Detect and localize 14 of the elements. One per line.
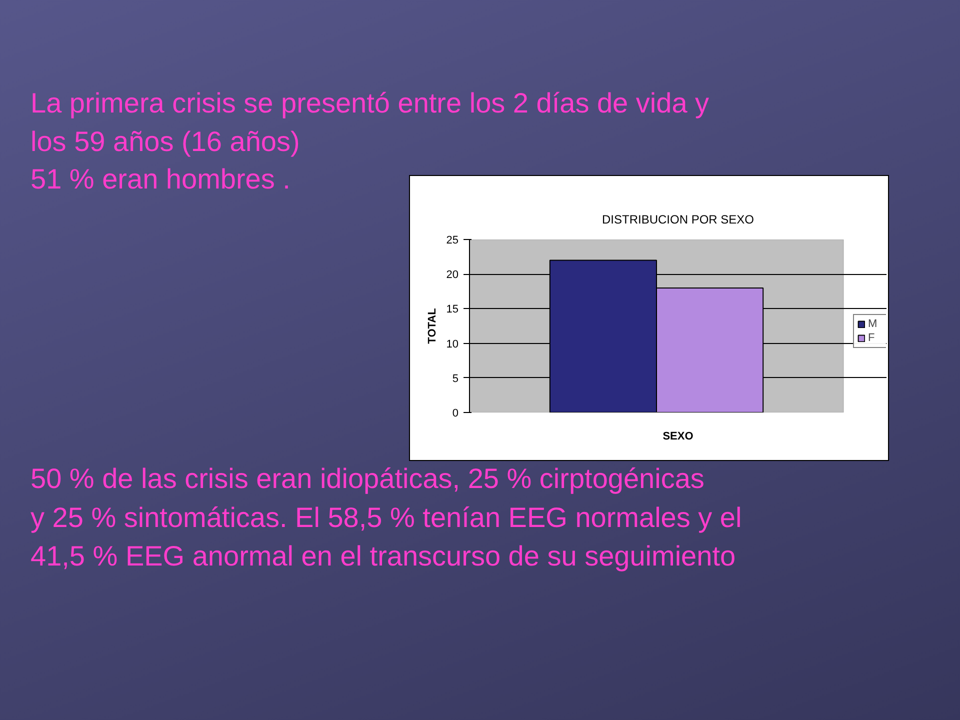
text: La primera crisis se presentó entre los 2 días de vida y los 59 años (16 años) <box>30 87 710 157</box>
y-tick-label: 20 <box>446 269 459 282</box>
text: 50 % de las crisis eran idiopáticas, 25 % cirptogénicas y 25 % sintomáticas. El 58,5 % tenían EEG normales y el 41,5 % EEG anormal en el transcurso de su seguimiento <box>30 463 742 572</box>
legend-label: M <box>868 318 878 330</box>
y-tick-label: 10 <box>446 338 459 350</box>
text: 51 % eran hombres . <box>30 164 290 194</box>
x-axis-title: SEXO <box>662 430 694 442</box>
chart-title: DISTRIBUCION POR SEXO <box>602 212 754 226</box>
y-tick-label: 25 <box>446 234 459 246</box>
y-axis-title: TOTAL <box>426 308 438 344</box>
y-tick-label: 0 <box>452 408 459 420</box>
y-tick-label: 15 <box>446 304 459 316</box>
y-tick-label: 5 <box>452 372 459 385</box>
legend-label: F <box>868 332 876 344</box>
